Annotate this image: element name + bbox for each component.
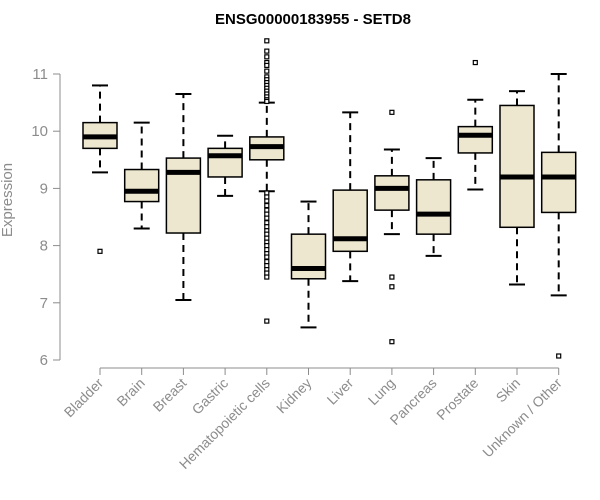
iqr-box (540, 151, 577, 214)
outlier-point (264, 98, 270, 105)
y-tick-label: 8 (40, 238, 48, 255)
iqr-box (457, 125, 494, 154)
iqr-box (165, 157, 202, 234)
y-tick-label: 11 (32, 66, 48, 83)
outlier-point (389, 109, 395, 115)
x-tick-label: Brain (113, 375, 147, 409)
outlier-point (389, 274, 395, 280)
x-tick-label: Breast (150, 375, 190, 415)
outlier-point (264, 207, 270, 213)
iqr-box (415, 179, 452, 235)
x-tick-label: Kidney (273, 375, 315, 417)
chart-title: ENSG00000183955 - SETD8 (215, 11, 411, 28)
outlier-point (264, 54, 270, 60)
outlier-point (264, 274, 270, 280)
box-liver (332, 111, 368, 283)
outlier-point (264, 235, 270, 241)
outlier-point (264, 247, 270, 253)
iqr-box (332, 189, 368, 253)
box-lung (374, 109, 410, 345)
outlier-point (264, 231, 270, 237)
box-prostate (457, 59, 494, 191)
x-tick-label: Prostate (433, 375, 481, 423)
outlier-point (264, 68, 270, 74)
box-hematopoietic-cells (249, 38, 285, 324)
outlier-point (264, 190, 270, 196)
outlier-point (264, 38, 270, 44)
outlier-point (389, 284, 395, 290)
outlier-point (556, 353, 562, 359)
y-tick-label: 6 (40, 352, 48, 369)
outlier-point (472, 59, 478, 66)
box-gastric (207, 134, 243, 197)
outlier-point (264, 194, 270, 200)
x-tick-label: Bladder (61, 375, 107, 421)
outlier-point (264, 48, 270, 54)
outlier-point (264, 254, 270, 260)
x-tick-label: Skin (493, 375, 524, 406)
y-tick-label: 7 (40, 295, 48, 312)
x-tick-label: Unknown / Other (479, 375, 565, 461)
box-pancreas (415, 157, 452, 257)
outlier-point (389, 339, 395, 345)
outlier-point (264, 62, 270, 69)
outlier-point (264, 211, 270, 217)
iqr-box (290, 233, 327, 280)
y-axis: 6 7 8 9 10 11 (31, 66, 61, 369)
outlier-point (264, 220, 270, 226)
outlier-point (264, 318, 270, 324)
y-axis-label: Expression (0, 163, 16, 237)
x-tick-label: Liver (324, 375, 357, 408)
outlier-point (264, 215, 270, 221)
y-tick-label: 9 (40, 180, 48, 197)
outlier-point (264, 270, 270, 276)
iqr-box (499, 104, 535, 229)
y-tick-label: 10 (31, 123, 48, 140)
outlier-point (264, 198, 270, 204)
boxes-group (82, 38, 577, 359)
outlier-point (264, 243, 270, 249)
outlier-point (97, 248, 103, 254)
outlier-point (264, 259, 270, 265)
box-bladder (82, 84, 118, 254)
outlier-point (264, 263, 270, 269)
outlier-point (264, 202, 270, 209)
box-kidney (290, 200, 327, 329)
x-tick-label: Lung (365, 375, 398, 408)
iqr-box (207, 147, 243, 178)
iqr-box (374, 175, 410, 211)
outlier-point (264, 224, 270, 230)
box-brain (123, 121, 160, 230)
box-breast (165, 93, 202, 301)
box-unknown-other (540, 73, 577, 359)
box-skin (499, 90, 535, 286)
iqr-box (123, 168, 160, 203)
